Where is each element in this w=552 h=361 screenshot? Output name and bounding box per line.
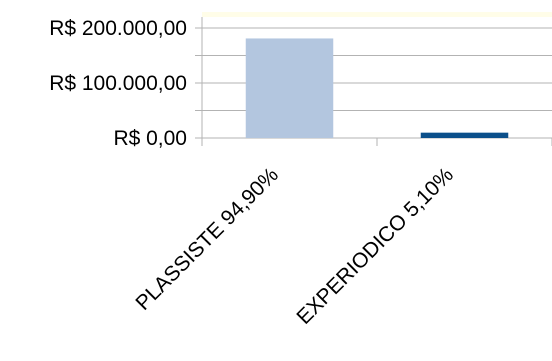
bar <box>245 38 334 139</box>
y-tick-label: R$ 200.000,00 <box>49 17 187 40</box>
y-tick-labels: R$ 0,00 R$ 100.000,00 R$ 200.000,00 <box>49 17 187 150</box>
bar <box>420 132 509 138</box>
x-category-labels: PLASSISTE 94,90% EXPERIODICO 5,10% <box>131 163 458 329</box>
y-tick-label: R$ 100.000,00 <box>49 72 187 95</box>
y-tick-label: R$ 0,00 <box>113 127 187 150</box>
x-category-label: EXPERIODICO 5,10% <box>292 163 458 329</box>
plot-top-band <box>202 12 552 17</box>
axes <box>195 17 552 146</box>
bars <box>245 38 509 139</box>
x-category-label: PLASSISTE 94,90% <box>131 163 283 315</box>
